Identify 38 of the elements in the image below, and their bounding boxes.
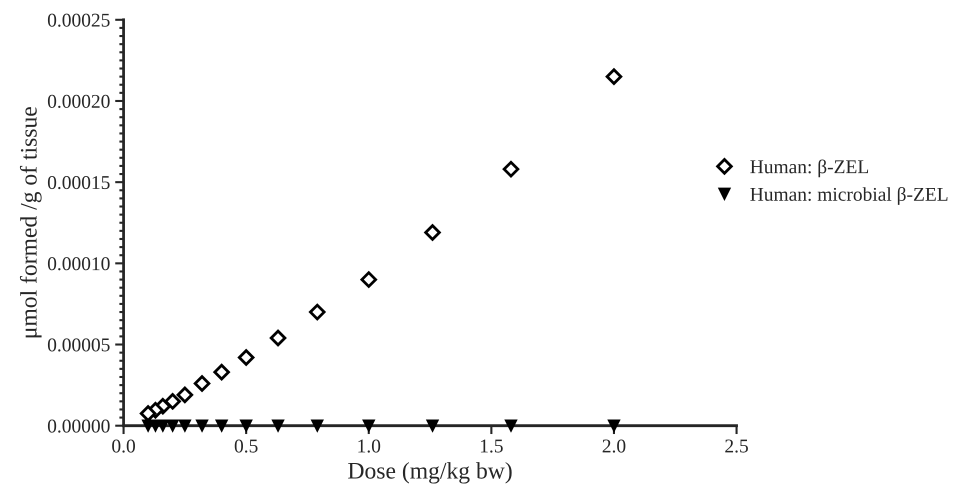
y-axis-title: μmol formed /g of tissue xyxy=(20,107,42,338)
y-tick-label: 0.00010 xyxy=(48,257,110,270)
point xyxy=(504,419,518,432)
point xyxy=(606,68,622,85)
legend-label: Human: microbial β-ZEL xyxy=(750,187,948,205)
point xyxy=(608,419,620,432)
point xyxy=(502,160,520,178)
x-tick-label: 0.0 xyxy=(112,439,135,453)
point xyxy=(164,393,181,410)
point xyxy=(166,419,179,432)
point xyxy=(424,224,441,241)
point xyxy=(194,375,210,392)
x-axis-title: Dose (mg/kg bw) xyxy=(348,462,512,484)
point xyxy=(238,349,254,366)
legend-label: Human: β-ZEL xyxy=(750,159,868,178)
point xyxy=(176,386,194,404)
point xyxy=(311,419,324,432)
point xyxy=(272,419,284,432)
point xyxy=(309,304,326,320)
x-tick-label: 2.5 xyxy=(725,440,748,453)
point xyxy=(196,419,208,432)
point xyxy=(362,419,376,432)
point xyxy=(213,364,230,380)
y-tick-label: 0.00015 xyxy=(48,176,110,190)
point xyxy=(360,271,378,288)
y-tick-label: 0.00000 xyxy=(48,420,110,433)
y-tick-label: 0.00005 xyxy=(48,338,110,352)
x-tick-label: 2.0 xyxy=(602,439,626,453)
point xyxy=(215,419,228,432)
x-tick-label: 1.0 xyxy=(358,439,380,453)
point xyxy=(240,419,252,432)
point xyxy=(426,419,439,432)
y-tick-label: 0.00020 xyxy=(48,94,110,108)
y-tick-label: 0.00025 xyxy=(48,14,110,27)
x-tick-label: 0.5 xyxy=(234,439,258,453)
x-tick-label: 1.5 xyxy=(480,440,503,453)
point xyxy=(270,330,286,346)
point xyxy=(178,419,192,432)
